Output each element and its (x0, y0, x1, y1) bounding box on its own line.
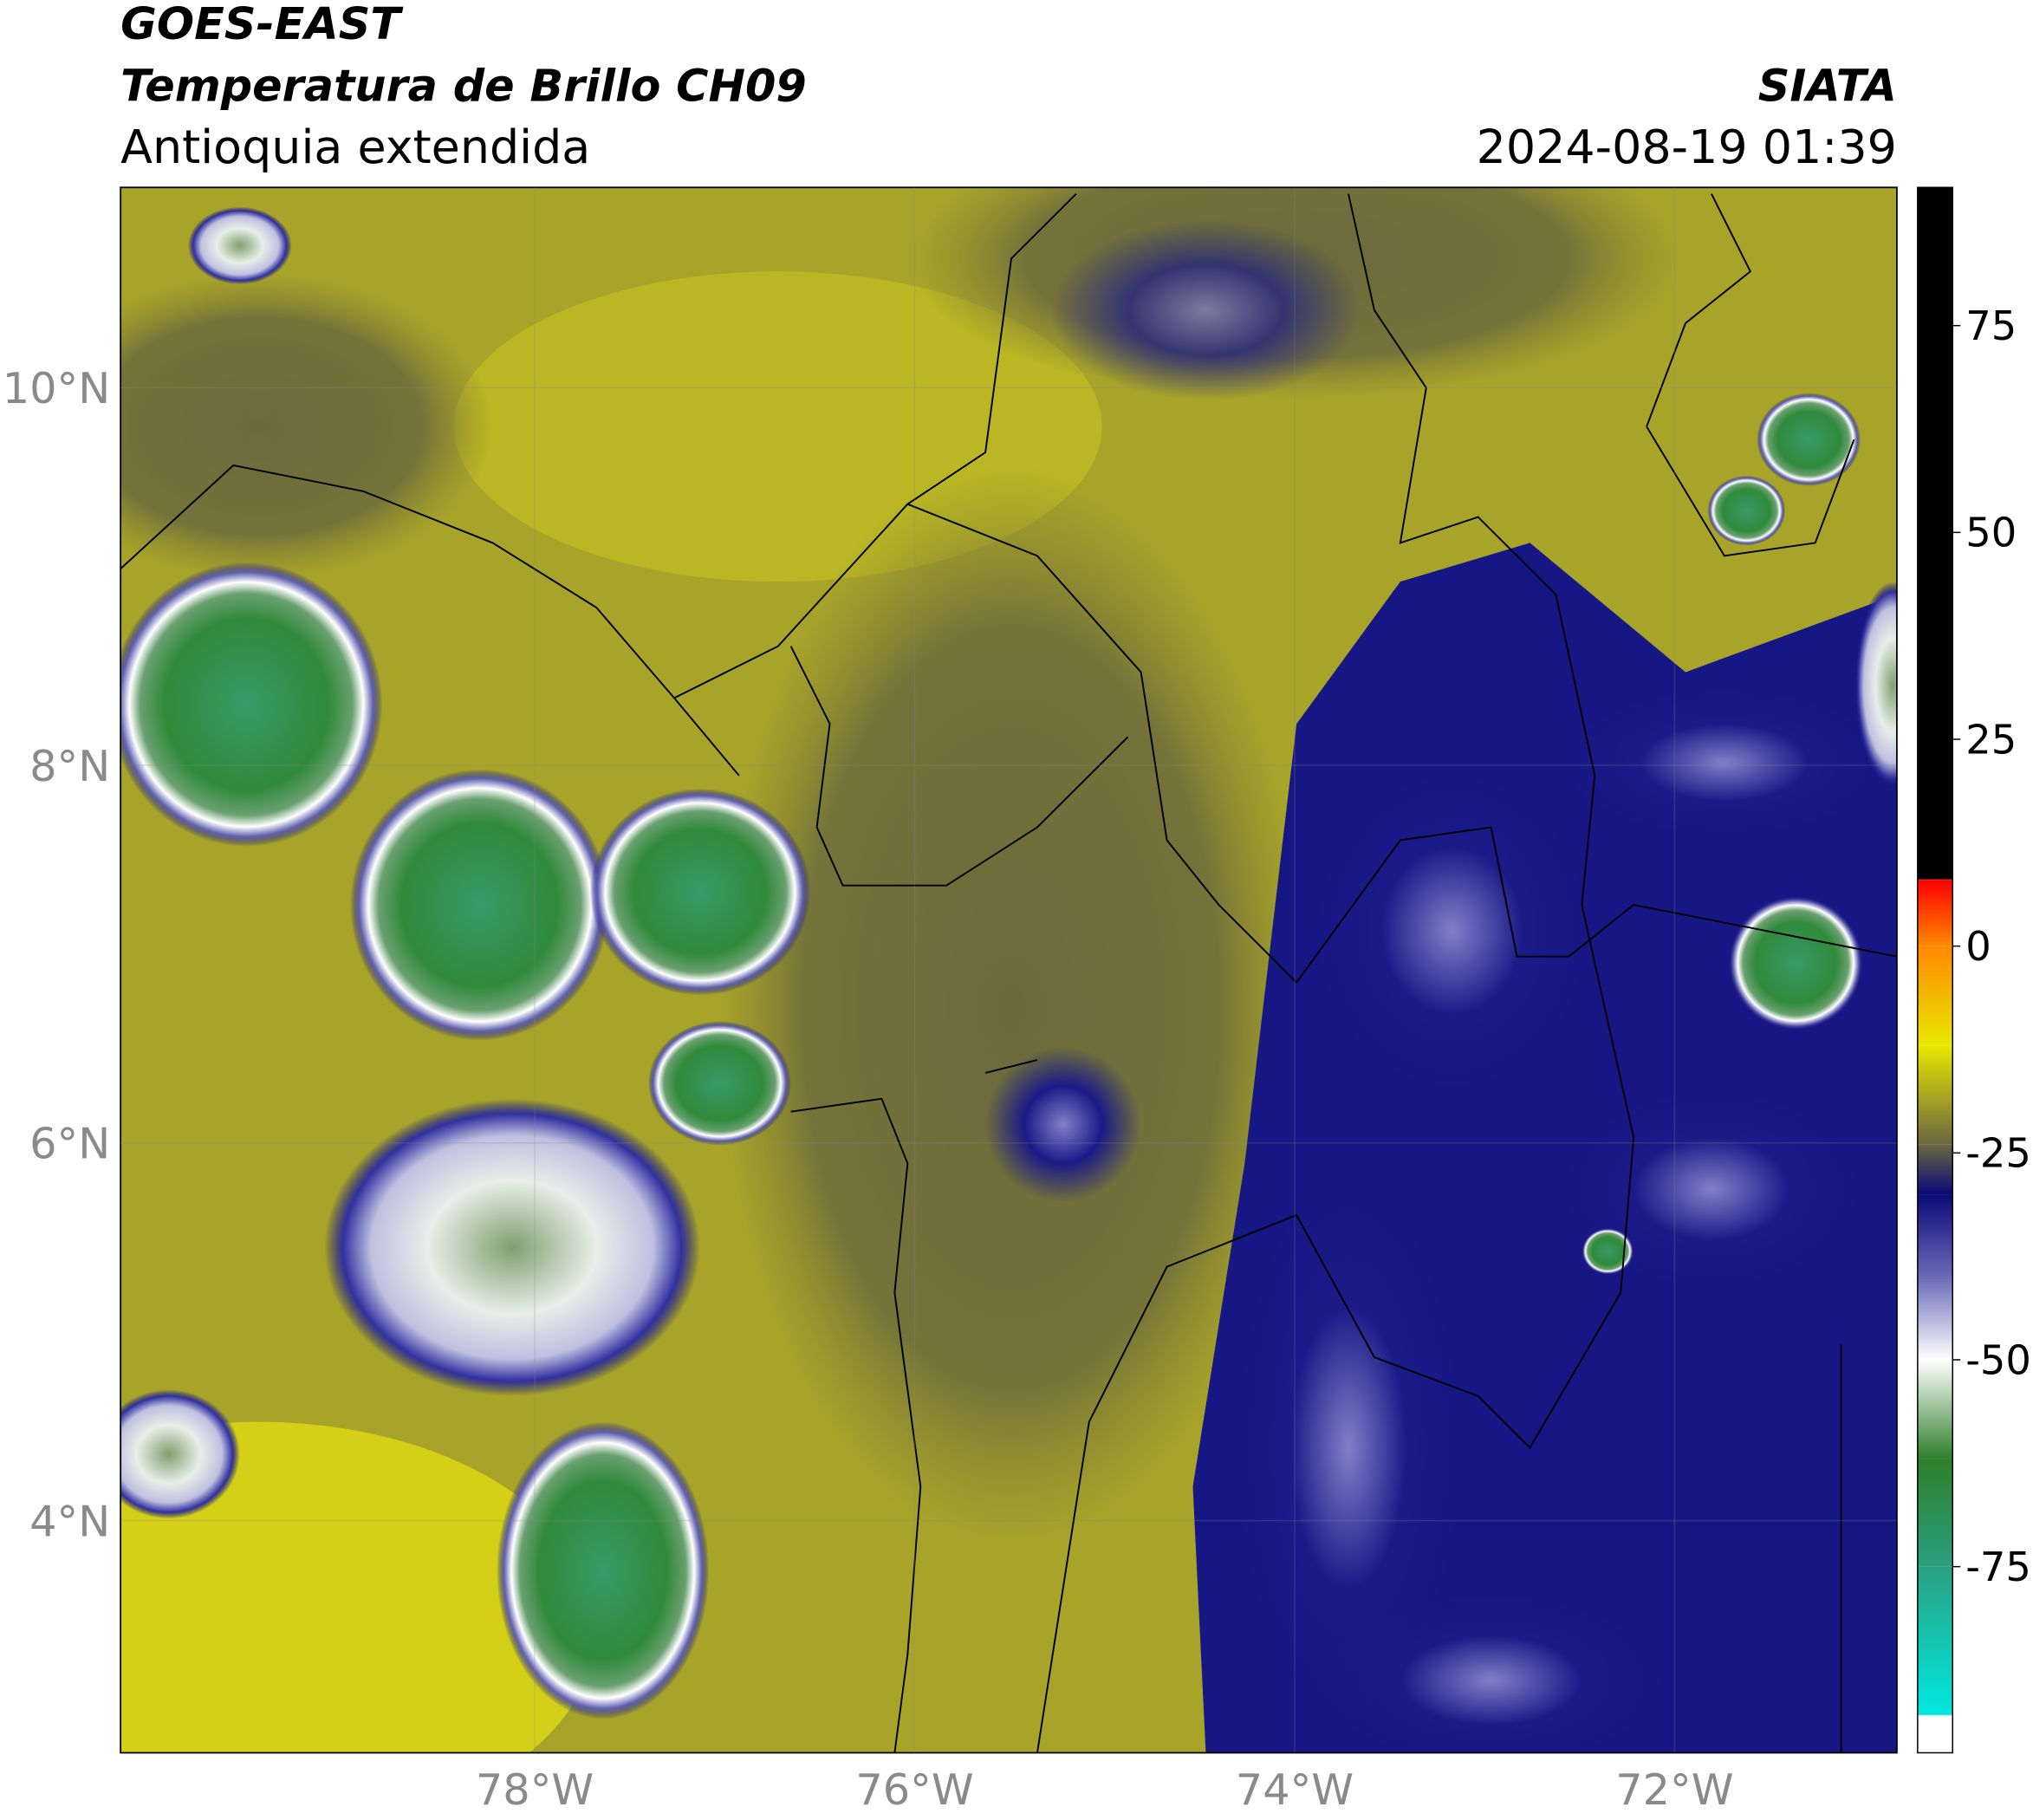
colorbar: -75 -50 -25 0 25 50 75 (1917, 186, 2031, 1754)
admin-borders (120, 193, 1897, 1753)
colorbar-segment (1917, 946, 1953, 1046)
y-tick-label: 10°N (3, 363, 110, 413)
colorbar-tick-label: 75 (1965, 302, 2017, 349)
storm-cell (1728, 895, 1864, 1030)
cool-area (120, 271, 493, 582)
storm-cell (1582, 1227, 1634, 1275)
colorbar-segment (1917, 1566, 1953, 1715)
storm-cell (1757, 393, 1861, 486)
colorbar-frame (1917, 186, 1953, 1754)
x-tick-label: 78°W (476, 1765, 594, 1815)
cloud-tops (985, 1047, 1141, 1203)
cloud-cell (120, 1389, 240, 1519)
subtitle: Antioquia extendida (120, 120, 590, 174)
colorbar-tick-label: 50 (1965, 510, 2017, 556)
cloud-cell (1854, 582, 1897, 789)
cloud-tops (1049, 219, 1361, 401)
storm-cell (589, 788, 811, 996)
x-tick-label: 74°W (1236, 1765, 1354, 1815)
x-tick-label: 76°W (855, 1765, 973, 1815)
colorbar-segment (1917, 187, 1953, 880)
title-line1: GOES-EAST (120, 0, 403, 49)
datetime: 2024-08-19 01:39 (1477, 120, 1897, 174)
colorbar-segment (1917, 1714, 1953, 1716)
colorbar-tick-label: -25 (1965, 1130, 2031, 1177)
title-line2: Temperatura de Brillo CH09 (120, 60, 807, 111)
y-tick-label: 8°N (29, 741, 110, 791)
colorbar-segment (1917, 1459, 1953, 1567)
cloud-tops (1231, 1163, 1465, 1732)
warm-area (120, 1421, 597, 1753)
cloud-cell (187, 206, 292, 285)
colorbar-segment (1917, 1194, 1953, 1277)
cloud-tops (1309, 762, 1595, 1099)
x-tick-label: 72°W (1615, 1765, 1733, 1815)
cloud-cell (324, 1098, 700, 1396)
storm-cell (349, 769, 610, 1041)
map-frame (120, 186, 1898, 1754)
colorbar-tick-label: 25 (1965, 716, 2017, 763)
cloud-tops (1309, 1589, 1673, 1753)
storm-cell (120, 562, 383, 847)
map-imagery (120, 187, 1897, 1753)
storm-cell (648, 1021, 791, 1146)
colorbar-segment (1917, 1715, 1953, 1753)
cloud-tops (1556, 685, 1893, 841)
colorbar-tick-label: -50 (1965, 1336, 2031, 1383)
storm-cell (1707, 475, 1786, 546)
source: SIATA (1758, 60, 1897, 111)
storm-cell (497, 1421, 710, 1719)
colorbar-segment (1917, 1045, 1953, 1145)
colorbar-segment (1917, 880, 1953, 946)
y-tick-label: 6°N (29, 1119, 110, 1169)
colorbar-segment (1917, 1277, 1953, 1360)
y-tick-label: 4°N (29, 1496, 110, 1546)
colorbar-tick-label: -75 (1965, 1544, 2031, 1590)
colorbar-segment (1917, 1144, 1953, 1195)
colorbar-segment (1917, 879, 1953, 881)
colorbar-segment (1917, 1359, 1953, 1459)
colorbar-tick-label: 0 (1965, 923, 1991, 970)
axes: 78°W 76°W 74°W 72°W 4°N 6°N 8°N 10°N (3, 187, 1897, 1815)
